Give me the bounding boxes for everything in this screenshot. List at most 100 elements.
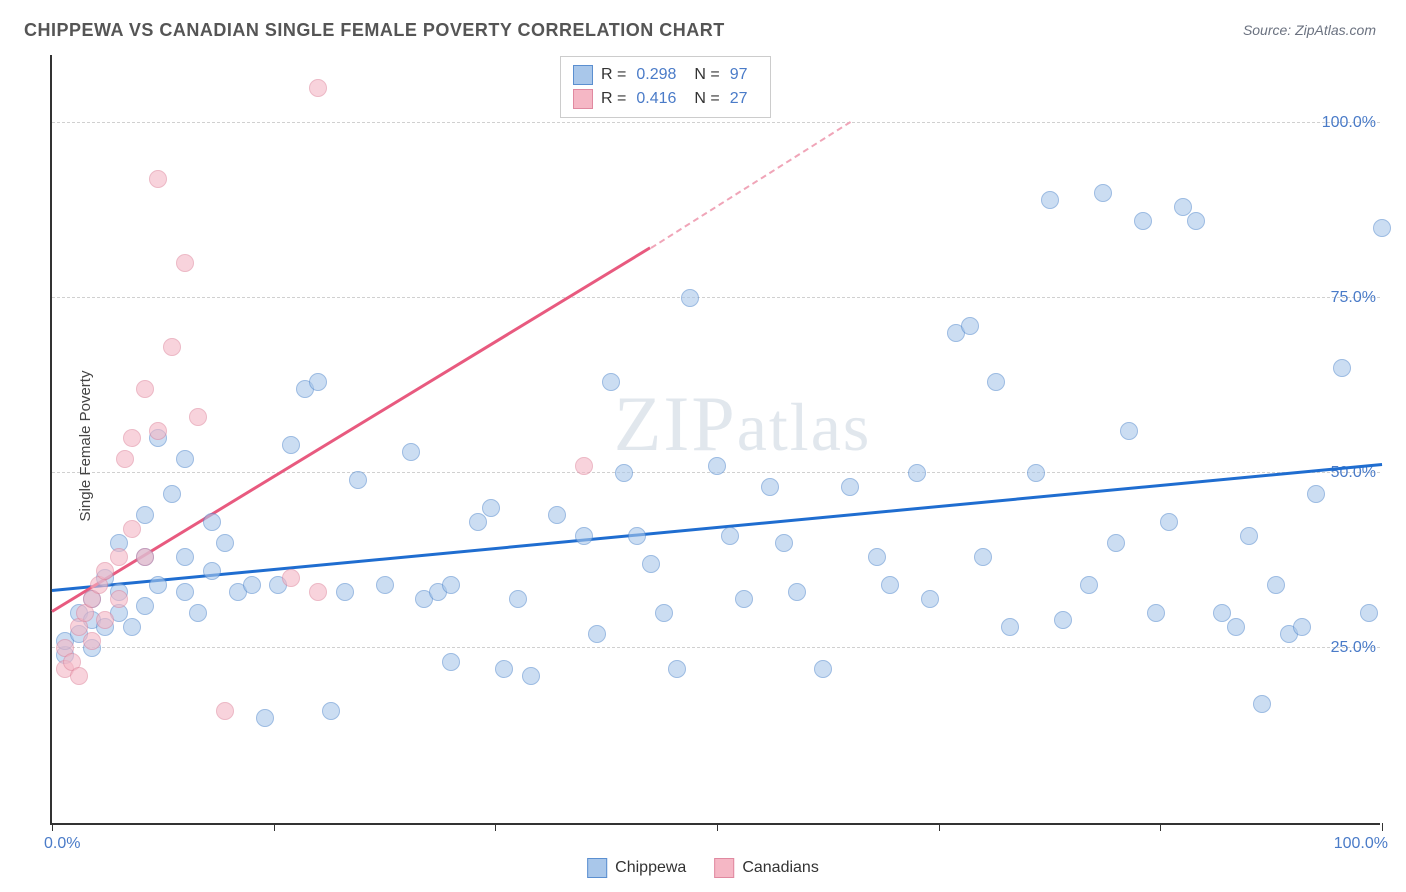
x-tick [939, 823, 940, 831]
data-point [1187, 212, 1205, 230]
data-point [83, 632, 101, 650]
data-point [1253, 695, 1271, 713]
data-point [110, 548, 128, 566]
legend-label: Canadians [742, 859, 819, 877]
data-point [548, 506, 566, 524]
data-point [908, 464, 926, 482]
data-point [1147, 604, 1165, 622]
trendline [52, 463, 1382, 592]
data-point [1120, 422, 1138, 440]
data-point [282, 569, 300, 587]
data-point [1027, 464, 1045, 482]
legend-label: Chippewa [615, 859, 686, 877]
legend-r-value: 0.416 [634, 90, 686, 108]
data-point [1333, 359, 1351, 377]
legend-swatch [573, 65, 593, 85]
data-point [495, 660, 513, 678]
data-point [522, 667, 540, 685]
data-point [1360, 604, 1378, 622]
data-point [961, 317, 979, 335]
legend-r-label: R = [601, 90, 626, 108]
data-point [735, 590, 753, 608]
legend-row: R =0.298N =97 [573, 63, 758, 87]
x-tick-label: 100.0% [1334, 835, 1388, 853]
data-point [216, 702, 234, 720]
data-point [163, 338, 181, 356]
plot-area: ZIPatlas 25.0%50.0%75.0%100.0%0.0%100.0% [50, 55, 1380, 825]
legend-item: Chippewa [587, 858, 686, 878]
data-point [282, 436, 300, 454]
legend-r-value: 0.298 [634, 66, 686, 84]
data-point [1080, 576, 1098, 594]
x-tick-label: 0.0% [44, 835, 80, 853]
data-point [110, 590, 128, 608]
data-point [1054, 611, 1072, 629]
data-point [1134, 212, 1152, 230]
data-point [681, 289, 699, 307]
x-tick [1160, 823, 1161, 831]
data-point [628, 527, 646, 545]
x-tick [274, 823, 275, 831]
legend-n-value: 27 [728, 90, 758, 108]
data-point [176, 548, 194, 566]
data-point [509, 590, 527, 608]
data-point [1107, 534, 1125, 552]
legend-swatch [714, 858, 734, 878]
data-point [376, 576, 394, 594]
data-point [243, 576, 261, 594]
data-point [123, 429, 141, 447]
data-point [575, 527, 593, 545]
gridline [52, 297, 1380, 298]
data-point [642, 555, 660, 573]
data-point [70, 667, 88, 685]
data-point [136, 548, 154, 566]
legend-n-label: N = [694, 90, 719, 108]
data-point [402, 443, 420, 461]
gridline [52, 647, 1380, 648]
data-point [469, 513, 487, 531]
data-point [775, 534, 793, 552]
data-point [868, 548, 886, 566]
data-point [987, 373, 1005, 391]
watermark: ZIPatlas [614, 379, 872, 469]
data-point [309, 373, 327, 391]
y-tick-label: 75.0% [1331, 289, 1376, 307]
chart-title: CHIPPEWA VS CANADIAN SINGLE FEMALE POVER… [24, 20, 725, 41]
data-point [1373, 219, 1391, 237]
data-point [841, 478, 859, 496]
legend-r-label: R = [601, 66, 626, 84]
data-point [442, 653, 460, 671]
data-point [256, 709, 274, 727]
data-point [203, 513, 221, 531]
data-point [588, 625, 606, 643]
y-tick-label: 25.0% [1331, 639, 1376, 657]
data-point [96, 611, 114, 629]
data-point [655, 604, 673, 622]
legend-row: R = 0.416 N = 27 [573, 87, 758, 111]
data-point [189, 408, 207, 426]
data-point [1240, 527, 1258, 545]
data-point [309, 79, 327, 97]
data-point [708, 457, 726, 475]
x-tick [52, 823, 53, 831]
data-point [575, 457, 593, 475]
data-point [149, 576, 167, 594]
data-point [149, 170, 167, 188]
data-point [814, 660, 832, 678]
gridline [52, 122, 1380, 123]
y-tick-label: 100.0% [1322, 114, 1376, 132]
data-point [136, 506, 154, 524]
data-point [203, 562, 221, 580]
data-point [116, 450, 134, 468]
legend-item: Canadians [714, 858, 819, 878]
data-point [482, 499, 500, 517]
data-point [442, 576, 460, 594]
legend-n-value: 97 [728, 66, 758, 84]
data-point [216, 534, 234, 552]
data-point [349, 471, 367, 489]
data-point [1227, 618, 1245, 636]
data-point [1307, 485, 1325, 503]
data-point [761, 478, 779, 496]
data-point [309, 583, 327, 601]
data-point [176, 450, 194, 468]
